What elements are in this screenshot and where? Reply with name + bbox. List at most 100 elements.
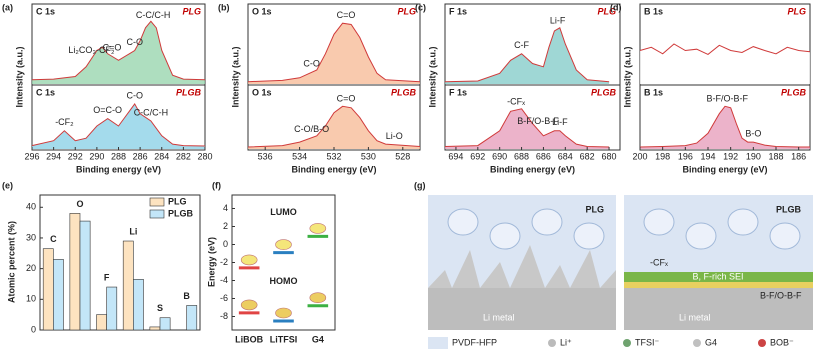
x-tick-label: 288 <box>111 151 126 161</box>
y-tick-label: 2 <box>223 221 228 231</box>
y-axis-label: Atomic percent (%) <box>6 221 16 303</box>
legend-label: PLGB <box>168 208 194 218</box>
y-axis-label: Energy (eV) <box>206 237 216 287</box>
category-label: Li <box>129 226 137 236</box>
y-axis-label: Intensity (a.u.) <box>427 46 437 107</box>
peak-label: C-C/C-H <box>136 10 171 20</box>
bar <box>186 305 198 331</box>
legend-swatch <box>428 337 448 349</box>
spectrum-area <box>32 21 205 84</box>
peak-label: C-O <box>126 90 143 100</box>
peak-label: C-O <box>126 37 143 47</box>
solvation-shell <box>685 222 717 250</box>
x-tick-label: 294 <box>46 151 61 161</box>
x-tick-label: 284 <box>154 151 169 161</box>
peak-label: Li₂CO₃-CF₂ <box>68 45 115 55</box>
solvation-shell <box>727 208 759 236</box>
y-tick-label: -4 <box>220 275 228 285</box>
element-label: C 1s <box>36 87 55 97</box>
x-axis-label: Binding energy (eV) <box>490 164 575 174</box>
legend-label: PLG <box>168 196 187 206</box>
bar <box>149 326 161 331</box>
spectrum-line <box>444 27 610 83</box>
category-label: LiBOB <box>235 334 263 344</box>
category-label: O <box>76 199 83 209</box>
x-tick-label: 194 <box>700 151 715 161</box>
bar <box>133 279 144 331</box>
sei-layer <box>624 272 813 282</box>
x-tick-label: 198 <box>655 151 670 161</box>
solvation-shell <box>531 208 563 236</box>
y-tick-label: 0 <box>31 324 36 334</box>
sample-label: PLG <box>787 6 806 16</box>
spectrum-line <box>639 105 810 148</box>
x-axis-label: Binding energy (eV) <box>76 164 161 174</box>
sample-label: PLGB <box>391 87 417 97</box>
sei-label: B, F-rich SEI <box>692 271 743 281</box>
spectrum-area <box>445 108 610 149</box>
y-axis-label: Intensity (a.u.) <box>622 46 632 107</box>
spectrum-area <box>248 106 420 149</box>
spectrum-area <box>445 27 610 84</box>
peak-label: Li-F <box>552 117 568 127</box>
x-tick-label: 292 <box>68 151 83 161</box>
dendrites <box>428 245 616 288</box>
x-tick-label: 280 <box>197 151 212 161</box>
legend-icon <box>623 339 631 347</box>
x-tick-label: 690 <box>492 151 507 161</box>
y-tick-label: -2 <box>220 257 228 267</box>
y-axis-label: Intensity (a.u.) <box>230 46 240 107</box>
category-label: S <box>157 303 163 313</box>
solvation-shell <box>489 222 521 250</box>
y-tick-label: 20 <box>26 263 36 273</box>
spectrum-line <box>247 22 421 83</box>
peak-label: C=O <box>103 43 122 53</box>
sample-label: PLG <box>597 6 616 16</box>
peak-label: C=O <box>337 93 356 103</box>
x-tick-label: 536 <box>258 151 273 161</box>
y-tick-label: 0 <box>223 239 228 249</box>
spectrum-line <box>31 102 206 147</box>
x-tick-label: 192 <box>723 151 738 161</box>
peak-label: B-O <box>745 128 761 138</box>
bar <box>69 213 81 331</box>
sample-label: PLGB <box>781 87 807 97</box>
x-tick-label: 296 <box>24 151 39 161</box>
legend-label: G4 <box>705 337 717 347</box>
legend-swatch <box>149 197 165 207</box>
peak-label: -CF₂ <box>55 117 74 127</box>
li-metal <box>624 288 813 330</box>
x-tick-label: 534 <box>292 151 307 161</box>
spectrum-line <box>639 43 811 55</box>
element-label: B 1s <box>644 87 663 97</box>
substrate-label: Li metal <box>483 312 515 322</box>
level-label: LUMO <box>270 207 297 217</box>
panel-label: (e) <box>2 180 13 190</box>
legend-icon <box>758 339 766 347</box>
substrate-label: Li metal <box>679 312 711 322</box>
peak-label: Li-O <box>386 131 403 141</box>
subplot-frame <box>639 84 811 151</box>
x-axis-label: Binding energy (eV) <box>682 164 767 174</box>
y-tick-label: 40 <box>26 202 36 212</box>
category-label: C <box>50 234 57 244</box>
peak-label: O=C-O <box>93 105 122 115</box>
peak-label: C=O <box>337 10 356 20</box>
x-tick-label: 528 <box>395 151 410 161</box>
bar <box>53 259 64 331</box>
peak-label: -CFₓ <box>507 96 525 106</box>
x-tick-label: 530 <box>361 151 376 161</box>
x-tick-label: 680 <box>602 151 617 161</box>
panel-label: (f) <box>212 180 221 190</box>
x-tick-label: 190 <box>746 151 761 161</box>
category-label: B <box>183 291 190 301</box>
sample-label: PLGB <box>591 87 617 97</box>
y-tick-label: -6 <box>220 293 228 303</box>
x-tick-label: 196 <box>678 151 693 161</box>
bar <box>96 314 107 331</box>
orbital <box>240 299 258 311</box>
bar <box>106 286 118 331</box>
panel-title: PLG <box>585 204 604 214</box>
